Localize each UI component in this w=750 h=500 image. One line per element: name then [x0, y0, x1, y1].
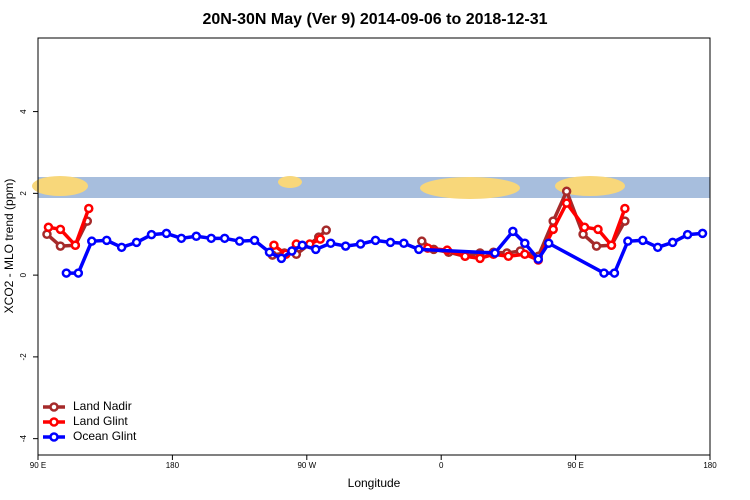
y-tick-label: 4 [19, 109, 28, 114]
series-point [146, 229, 157, 240]
series-point [161, 228, 172, 239]
chart-title: 20N-30N May (Ver 9) 2014-09-06 to 2018-1… [202, 11, 547, 28]
series-point [591, 241, 602, 251]
series-point [414, 244, 424, 255]
series-point [73, 268, 84, 278]
x-tick-label: 180 [166, 461, 180, 470]
y-tick-label: -4 [19, 435, 28, 443]
series-point [43, 222, 54, 233]
series-point [249, 235, 260, 246]
x-tick-label: 90 E [567, 461, 583, 470]
series-point [652, 242, 663, 253]
series-point [682, 229, 693, 240]
series-point [593, 224, 603, 235]
y-axis-label: XCO2 - MLO trend (ppm) [2, 179, 16, 314]
series-point [355, 239, 366, 249]
series-point [548, 224, 558, 235]
legend-marker [49, 432, 59, 442]
series-point [460, 251, 470, 262]
series-point [579, 222, 590, 233]
x-axis-label: Longitude [348, 476, 401, 490]
series-point [325, 238, 336, 248]
series-point [520, 249, 530, 260]
series-point [131, 237, 142, 248]
series-point [543, 238, 554, 248]
series-point [55, 224, 66, 235]
legend-label: Land Nadir [73, 399, 132, 413]
series-point [287, 246, 297, 256]
series-point [269, 240, 279, 251]
series-point [264, 247, 275, 257]
legend-marker [49, 417, 59, 427]
series-point [667, 237, 678, 248]
series-point [620, 203, 630, 214]
series-point [176, 233, 187, 244]
series-point [561, 198, 572, 208]
series-point [116, 242, 127, 253]
series-point [101, 235, 112, 246]
series-point [321, 225, 331, 235]
series-point [70, 240, 81, 251]
series-point [206, 233, 216, 244]
series-point [520, 238, 530, 248]
series-point [561, 186, 572, 197]
series-point [609, 268, 620, 278]
y-tick-label: -2 [19, 353, 28, 361]
y-tick-label: 2 [19, 191, 28, 196]
series-point [340, 241, 351, 251]
series-point [234, 236, 245, 246]
series-point [599, 268, 609, 278]
series-point [638, 235, 648, 246]
x-tick-label: 180 [703, 461, 717, 470]
series-point [297, 240, 308, 251]
series-point [475, 253, 485, 264]
series-point [503, 251, 514, 262]
series-line [45, 189, 627, 259]
x-tick-label: 0 [439, 461, 444, 470]
series-point [533, 254, 544, 264]
series-point [315, 234, 325, 244]
series-point [191, 231, 202, 242]
series-point [606, 240, 617, 251]
series-point [61, 268, 72, 278]
series-point [417, 236, 427, 246]
series-point [87, 236, 97, 246]
legend-label: Land Glint [73, 414, 128, 428]
series-line [48, 201, 627, 262]
legend-label: Ocean Glint [73, 429, 137, 443]
series-point [697, 228, 708, 239]
legend-marker [49, 402, 59, 412]
series-point [508, 226, 518, 237]
series-point [276, 253, 287, 264]
series-point [399, 238, 409, 248]
x-tick-label: 90 E [30, 461, 46, 470]
y-tick-label: 0 [19, 272, 28, 277]
map-strip [32, 176, 710, 199]
series-point [370, 235, 381, 246]
series-point [490, 248, 500, 258]
series-point [385, 237, 396, 248]
series-point [311, 244, 321, 255]
series-point [623, 236, 633, 246]
series-point [55, 241, 66, 251]
x-tick-label: 90 W [297, 461, 316, 470]
series-point [219, 233, 230, 244]
series-point [84, 203, 94, 214]
plot-frame [37, 37, 711, 456]
